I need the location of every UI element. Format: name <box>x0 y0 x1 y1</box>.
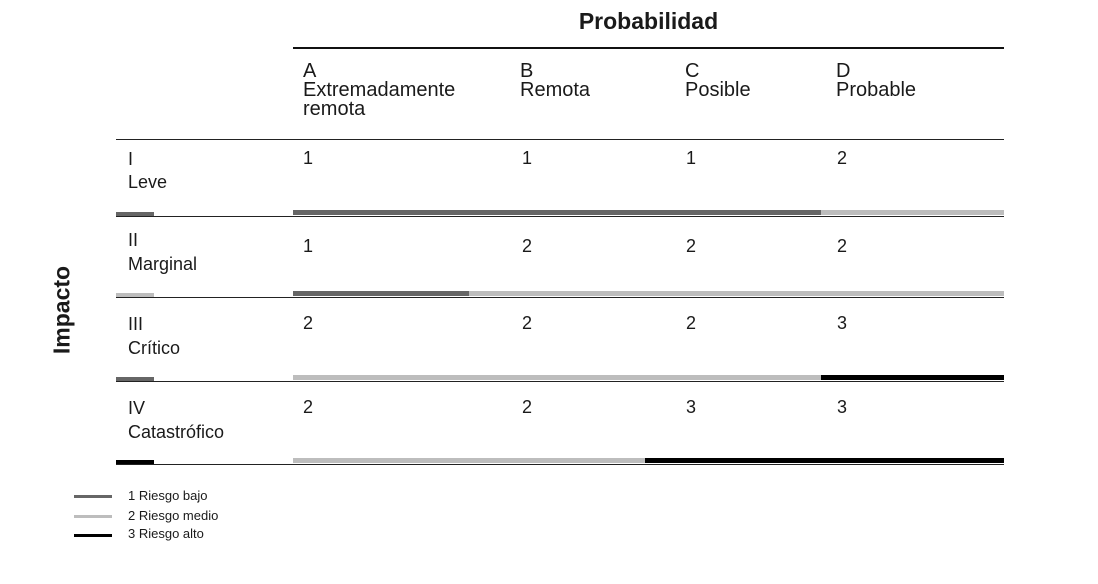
row-marker <box>116 377 154 381</box>
column-header-c: C Posible <box>685 60 751 101</box>
column-name-line2: remota <box>303 98 366 120</box>
row-marker <box>116 212 154 216</box>
column-name: Remota <box>520 79 591 101</box>
column-header-b: B Remota <box>520 60 591 101</box>
row-divider <box>116 464 1004 465</box>
column-name: Posible <box>685 79 751 101</box>
risk-bar-high <box>821 375 1004 380</box>
cell-iii-d: 3 <box>837 313 848 333</box>
row-code-iv: IV <box>128 398 146 418</box>
legend-label-high: 3 Riesgo alto <box>128 526 204 541</box>
cell-i-a: 1 <box>303 148 314 168</box>
cell-iii-c: 2 <box>686 313 697 333</box>
row-code-i: I <box>128 149 134 169</box>
legend-label-medium: 2 Riesgo medio <box>128 508 219 523</box>
row-divider <box>116 381 1004 382</box>
risk-bar-medium <box>293 375 821 380</box>
row-divider <box>116 216 1004 217</box>
cell-iii-a: 2 <box>303 313 314 333</box>
cell-iv-c: 3 <box>686 397 697 417</box>
column-header-a: A Extremadamente remota <box>303 60 456 120</box>
risk-bar-low <box>293 210 821 215</box>
column-name: Extremadamente <box>303 79 456 101</box>
cell-iv-b: 2 <box>522 397 533 417</box>
row-code-ii: II <box>128 230 139 250</box>
impacto-text: Impacto <box>48 265 75 355</box>
row-marker <box>116 293 154 297</box>
column-letter: B <box>520 60 534 82</box>
row-marker <box>116 460 154 464</box>
row-name-critico: Crítico <box>128 338 181 358</box>
risk-bar-low <box>293 291 469 296</box>
cell-ii-c: 2 <box>686 236 697 256</box>
cell-i-c: 1 <box>686 148 697 168</box>
row-divider <box>116 139 1004 140</box>
risk-bar-medium <box>469 291 1004 296</box>
column-letter: D <box>836 60 851 82</box>
cell-iv-d: 3 <box>837 397 848 417</box>
risk-bar-medium <box>821 210 1004 215</box>
column-letter: C <box>685 60 700 82</box>
probabilidad-title: Probabilidad <box>578 8 719 34</box>
row-name-leve: Leve <box>128 172 168 192</box>
column-name: Probable <box>836 79 917 101</box>
legend-swatch-medium <box>74 515 112 518</box>
cell-ii-d: 2 <box>837 236 848 256</box>
column-letter: A <box>303 60 317 82</box>
legend-swatch-high <box>74 534 112 537</box>
probabilidad-rule <box>293 47 1004 49</box>
risk-bar-medium <box>293 458 645 463</box>
cell-iv-a: 2 <box>303 397 314 417</box>
cell-i-d: 2 <box>837 148 848 168</box>
cell-ii-a: 1 <box>303 236 314 256</box>
row-name-catastrofico: Catastrófico <box>128 422 225 442</box>
cell-iii-b: 2 <box>522 313 533 333</box>
row-name-marginal: Marginal <box>128 254 198 274</box>
cell-i-b: 1 <box>522 148 533 168</box>
cell-ii-b: 2 <box>522 236 533 256</box>
row-code-iii: III <box>128 314 144 334</box>
risk-bar-high <box>645 458 1004 463</box>
legend-swatch-low <box>74 495 112 498</box>
column-header-d: D Probable <box>836 60 917 101</box>
row-divider <box>116 297 1004 298</box>
legend-label-low: 1 Riesgo bajo <box>128 488 208 503</box>
